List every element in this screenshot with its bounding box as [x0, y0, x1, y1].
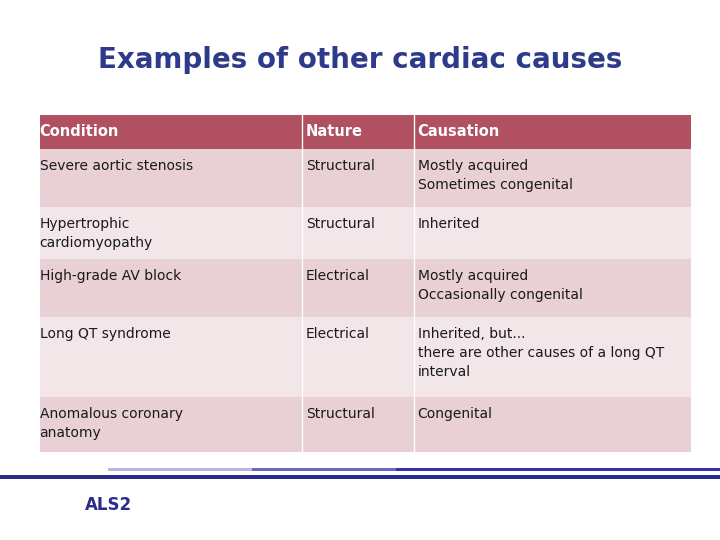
Bar [40, 115, 691, 149]
Text: Condition: Condition [40, 125, 119, 139]
Text: Nature: Nature [306, 125, 363, 139]
Bar [40, 259, 691, 317]
Bar [0, 475, 720, 479]
Bar [108, 468, 720, 471]
Bar [40, 207, 691, 259]
Text: Congenital: Congenital [418, 407, 492, 421]
Text: Mostly acquired
Occasionally congenital: Mostly acquired Occasionally congenital [418, 269, 582, 302]
Bar [252, 468, 720, 471]
Text: Inherited, but...
there are other causes of a long QT
interval: Inherited, but... there are other causes… [418, 327, 664, 379]
Bar [40, 317, 691, 397]
Bar [40, 149, 691, 207]
Text: Mostly acquired
Sometimes congenital: Mostly acquired Sometimes congenital [418, 159, 572, 192]
Text: Inherited: Inherited [418, 217, 480, 231]
Text: High-grade AV block: High-grade AV block [40, 269, 181, 283]
Text: Hypertrophic
cardiomyopathy: Hypertrophic cardiomyopathy [40, 217, 153, 250]
Text: Electrical: Electrical [306, 327, 370, 341]
Text: ALS2: ALS2 [85, 496, 132, 514]
Bar [40, 397, 691, 452]
Text: Anomalous coronary
anatomy: Anomalous coronary anatomy [40, 407, 183, 440]
Text: Long QT syndrome: Long QT syndrome [40, 327, 171, 341]
Text: Causation: Causation [418, 125, 500, 139]
Text: Severe aortic stenosis: Severe aortic stenosis [40, 159, 193, 173]
Text: Examples of other cardiac causes: Examples of other cardiac causes [98, 46, 622, 74]
Text: Structural: Structural [306, 159, 375, 173]
Text: Structural: Structural [306, 217, 375, 231]
Bar [396, 468, 720, 471]
Text: Structural: Structural [306, 407, 375, 421]
Text: Electrical: Electrical [306, 269, 370, 283]
